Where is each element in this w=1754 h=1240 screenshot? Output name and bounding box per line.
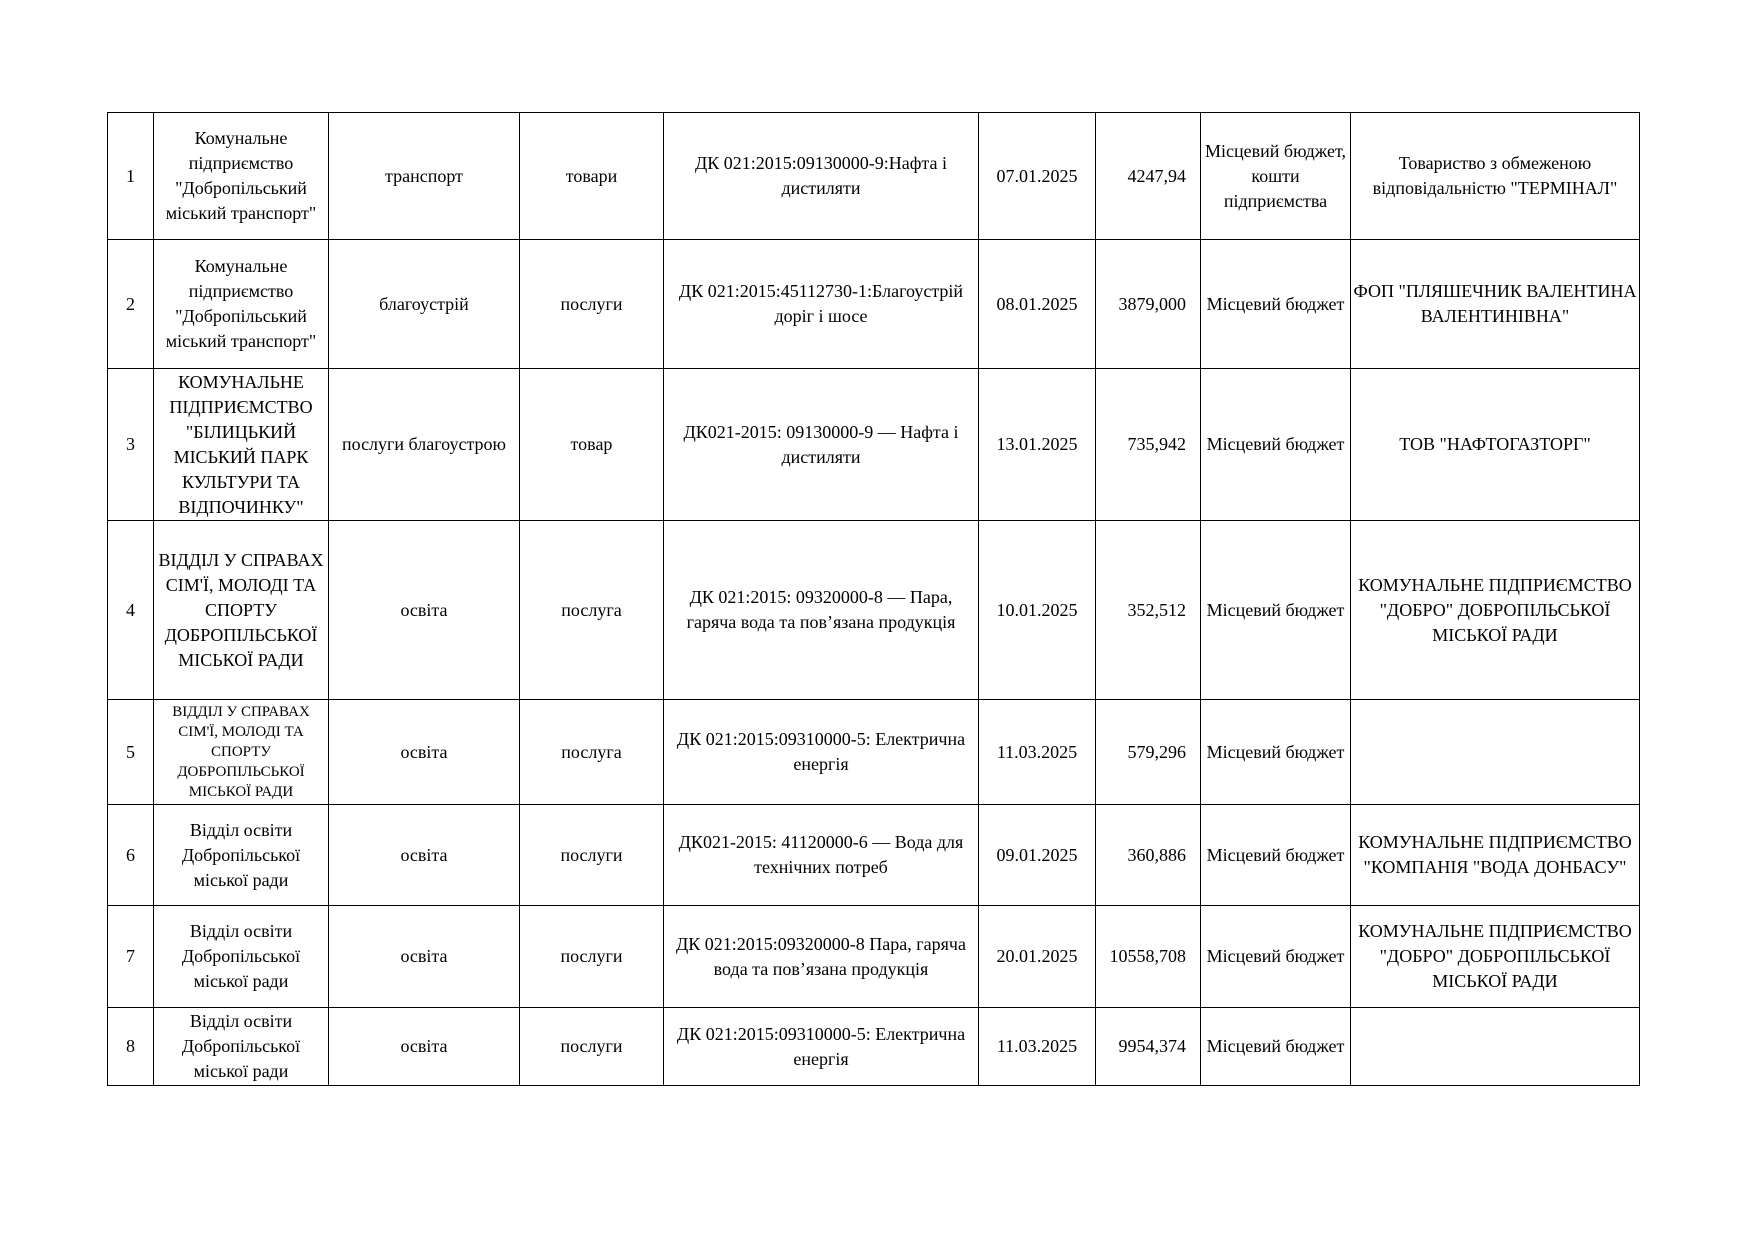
amount-cell: 3879,000 <box>1095 239 1201 369</box>
funding-source-cell: Місцевий бюджет <box>1200 804 1351 906</box>
customer-cell: Комунальне підприємство "Добропільський … <box>153 112 329 240</box>
date-cell: 09.01.2025 <box>978 804 1096 906</box>
date-cell: 10.01.2025 <box>978 520 1096 700</box>
date-cell: 08.01.2025 <box>978 239 1096 369</box>
customer-cell: КОМУНАЛЬНЕ ПІДПРИЄМСТВО "БІЛИЦЬКИЙ МІСЬК… <box>153 368 329 521</box>
amount-cell: 4247,94 <box>1095 112 1201 240</box>
subject-cell: ДК 021:2015:09310000-5: Електрична енерг… <box>663 699 979 805</box>
sector-cell: транспорт <box>328 112 520 240</box>
funding-source-cell: Місцевий бюджет <box>1200 1007 1351 1086</box>
row-number: 7 <box>107 905 154 1008</box>
sector-cell: освіта <box>328 520 520 700</box>
table-row: 8 Відділ освіти Добропільської міської ра… <box>107 1007 1640 1086</box>
sector-cell: освіта <box>328 699 520 805</box>
procurement-type-cell: послуга <box>519 520 664 700</box>
row-number: 6 <box>107 804 154 906</box>
customer-cell: ВІДДІЛ У СПРАВАХ СІМ'Ї, МОЛОДІ ТА СПОРТУ… <box>153 699 329 805</box>
date-cell: 13.01.2025 <box>978 368 1096 521</box>
subject-cell: ДК 021:2015:09130000-9:Нафта і дистиляти <box>663 112 979 240</box>
subject-cell: ДК 021:2015:09320000-8 Пара, гаряча вода… <box>663 905 979 1008</box>
funding-source-cell: Місцевий бюджет <box>1200 239 1351 369</box>
supplier-cell <box>1350 699 1640 805</box>
amount-cell: 10558,708 <box>1095 905 1201 1008</box>
date-cell: 07.01.2025 <box>978 112 1096 240</box>
supplier-cell: ТОВ "НАФТОГАЗТОРГ" <box>1350 368 1640 521</box>
table-row: 4 ВІДДІЛ У СПРАВАХ СІМ'Ї, МОЛОДІ ТА СПОРТ… <box>107 520 1640 700</box>
date-cell: 20.01.2025 <box>978 905 1096 1008</box>
row-number: 3 <box>107 368 154 521</box>
funding-source-cell: Місцевий бюджет <box>1200 699 1351 805</box>
table-row: 3 КОМУНАЛЬНЕ ПІДПРИЄМСТВО "БІЛИЦЬКИЙ МІСЬ… <box>107 368 1640 521</box>
procurement-type-cell: товар <box>519 368 664 521</box>
procurement-type-cell: послуги <box>519 905 664 1008</box>
customer-cell: Відділ освіти Добропільської міської рад… <box>153 804 329 906</box>
amount-cell: 735,942 <box>1095 368 1201 521</box>
row-number: 1 <box>107 112 154 240</box>
row-number: 5 <box>107 699 154 805</box>
subject-cell: ДК 021:2015: 09320000-8 — Пара, гаряча в… <box>663 520 979 700</box>
date-cell: 11.03.2025 <box>978 699 1096 805</box>
procurement-type-cell: послуги <box>519 1007 664 1086</box>
sector-cell: освіта <box>328 1007 520 1086</box>
amount-cell: 352,512 <box>1095 520 1201 700</box>
amount-cell: 9954,374 <box>1095 1007 1201 1086</box>
funding-source-cell: Місцевий бюджет <box>1200 905 1351 1008</box>
subject-cell: ДК 021:2015:09310000-5: Електрична енерг… <box>663 1007 979 1086</box>
customer-cell: ВІДДІЛ У СПРАВАХ СІМ'Ї, МОЛОДІ ТА СПОРТУ… <box>153 520 329 700</box>
sector-cell: послуги благоустрою <box>328 368 520 521</box>
subject-cell: ДК021-2015: 41120000-6 — Вода для техніч… <box>663 804 979 906</box>
sector-cell: освіта <box>328 804 520 906</box>
supplier-cell: КОМУНАЛЬНЕ ПІДПРИЄМСТВО "ДОБРО" ДОБРОПІЛ… <box>1350 520 1640 700</box>
date-cell: 11.03.2025 <box>978 1007 1096 1086</box>
procurement-type-cell: послуги <box>519 804 664 906</box>
row-number: 2 <box>107 239 154 369</box>
customer-cell: Відділ освіти Добропільської міської рад… <box>153 905 329 1008</box>
subject-cell: ДК021-2015: 09130000-9 — Нафта і дистиля… <box>663 368 979 521</box>
table-row: 6 Відділ освіти Добропільської міської ра… <box>107 804 1640 906</box>
supplier-cell <box>1350 1007 1640 1086</box>
sector-cell: благоустрій <box>328 239 520 369</box>
supplier-cell: КОМУНАЛЬНЕ ПІДПРИЄМСТВО "КОМПАНІЯ "ВОДА … <box>1350 804 1640 906</box>
procurement-type-cell: послуги <box>519 239 664 369</box>
funding-source-cell: Місцевий бюджет <box>1200 520 1351 700</box>
table-row: 5 ВІДДІЛ У СПРАВАХ СІМ'Ї, МОЛОДІ ТА СПОРТ… <box>107 699 1640 805</box>
customer-cell: Відділ освіти Добропільської міської рад… <box>153 1007 329 1086</box>
customer-cell: Комунальне підприємство "Добропільський … <box>153 239 329 369</box>
supplier-cell: КОМУНАЛЬНЕ ПІДПРИЄМСТВО "ДОБРО" ДОБРОПІЛ… <box>1350 905 1640 1008</box>
row-number: 4 <box>107 520 154 700</box>
table-row: 2 Комунальне підприємство "Добропільський… <box>107 239 1640 369</box>
amount-cell: 360,886 <box>1095 804 1201 906</box>
funding-source-cell: Місцевий бюджет <box>1200 368 1351 521</box>
table-row: 7 Відділ освіти Добропільської міської ра… <box>107 905 1640 1008</box>
procurement-table: 1 Комунальне підприємство "Добропільський… <box>107 112 1640 1086</box>
procurement-type-cell: послуга <box>519 699 664 805</box>
supplier-cell: Товариство з обмеженою відповідальністю … <box>1350 112 1640 240</box>
funding-source-cell: Місцевий бюджет, кошти підприємства <box>1200 112 1351 240</box>
subject-cell: ДК 021:2015:45112730-1:Благоустрій доріг… <box>663 239 979 369</box>
procurement-type-cell: товари <box>519 112 664 240</box>
sector-cell: освіта <box>328 905 520 1008</box>
supplier-cell: ФОП "ПЛЯШЕЧНИК ВАЛЕНТИНА ВАЛЕНТИНІВНА" <box>1350 239 1640 369</box>
table-row: 1 Комунальне підприємство "Добропільський… <box>107 112 1640 240</box>
row-number: 8 <box>107 1007 154 1086</box>
amount-cell: 579,296 <box>1095 699 1201 805</box>
